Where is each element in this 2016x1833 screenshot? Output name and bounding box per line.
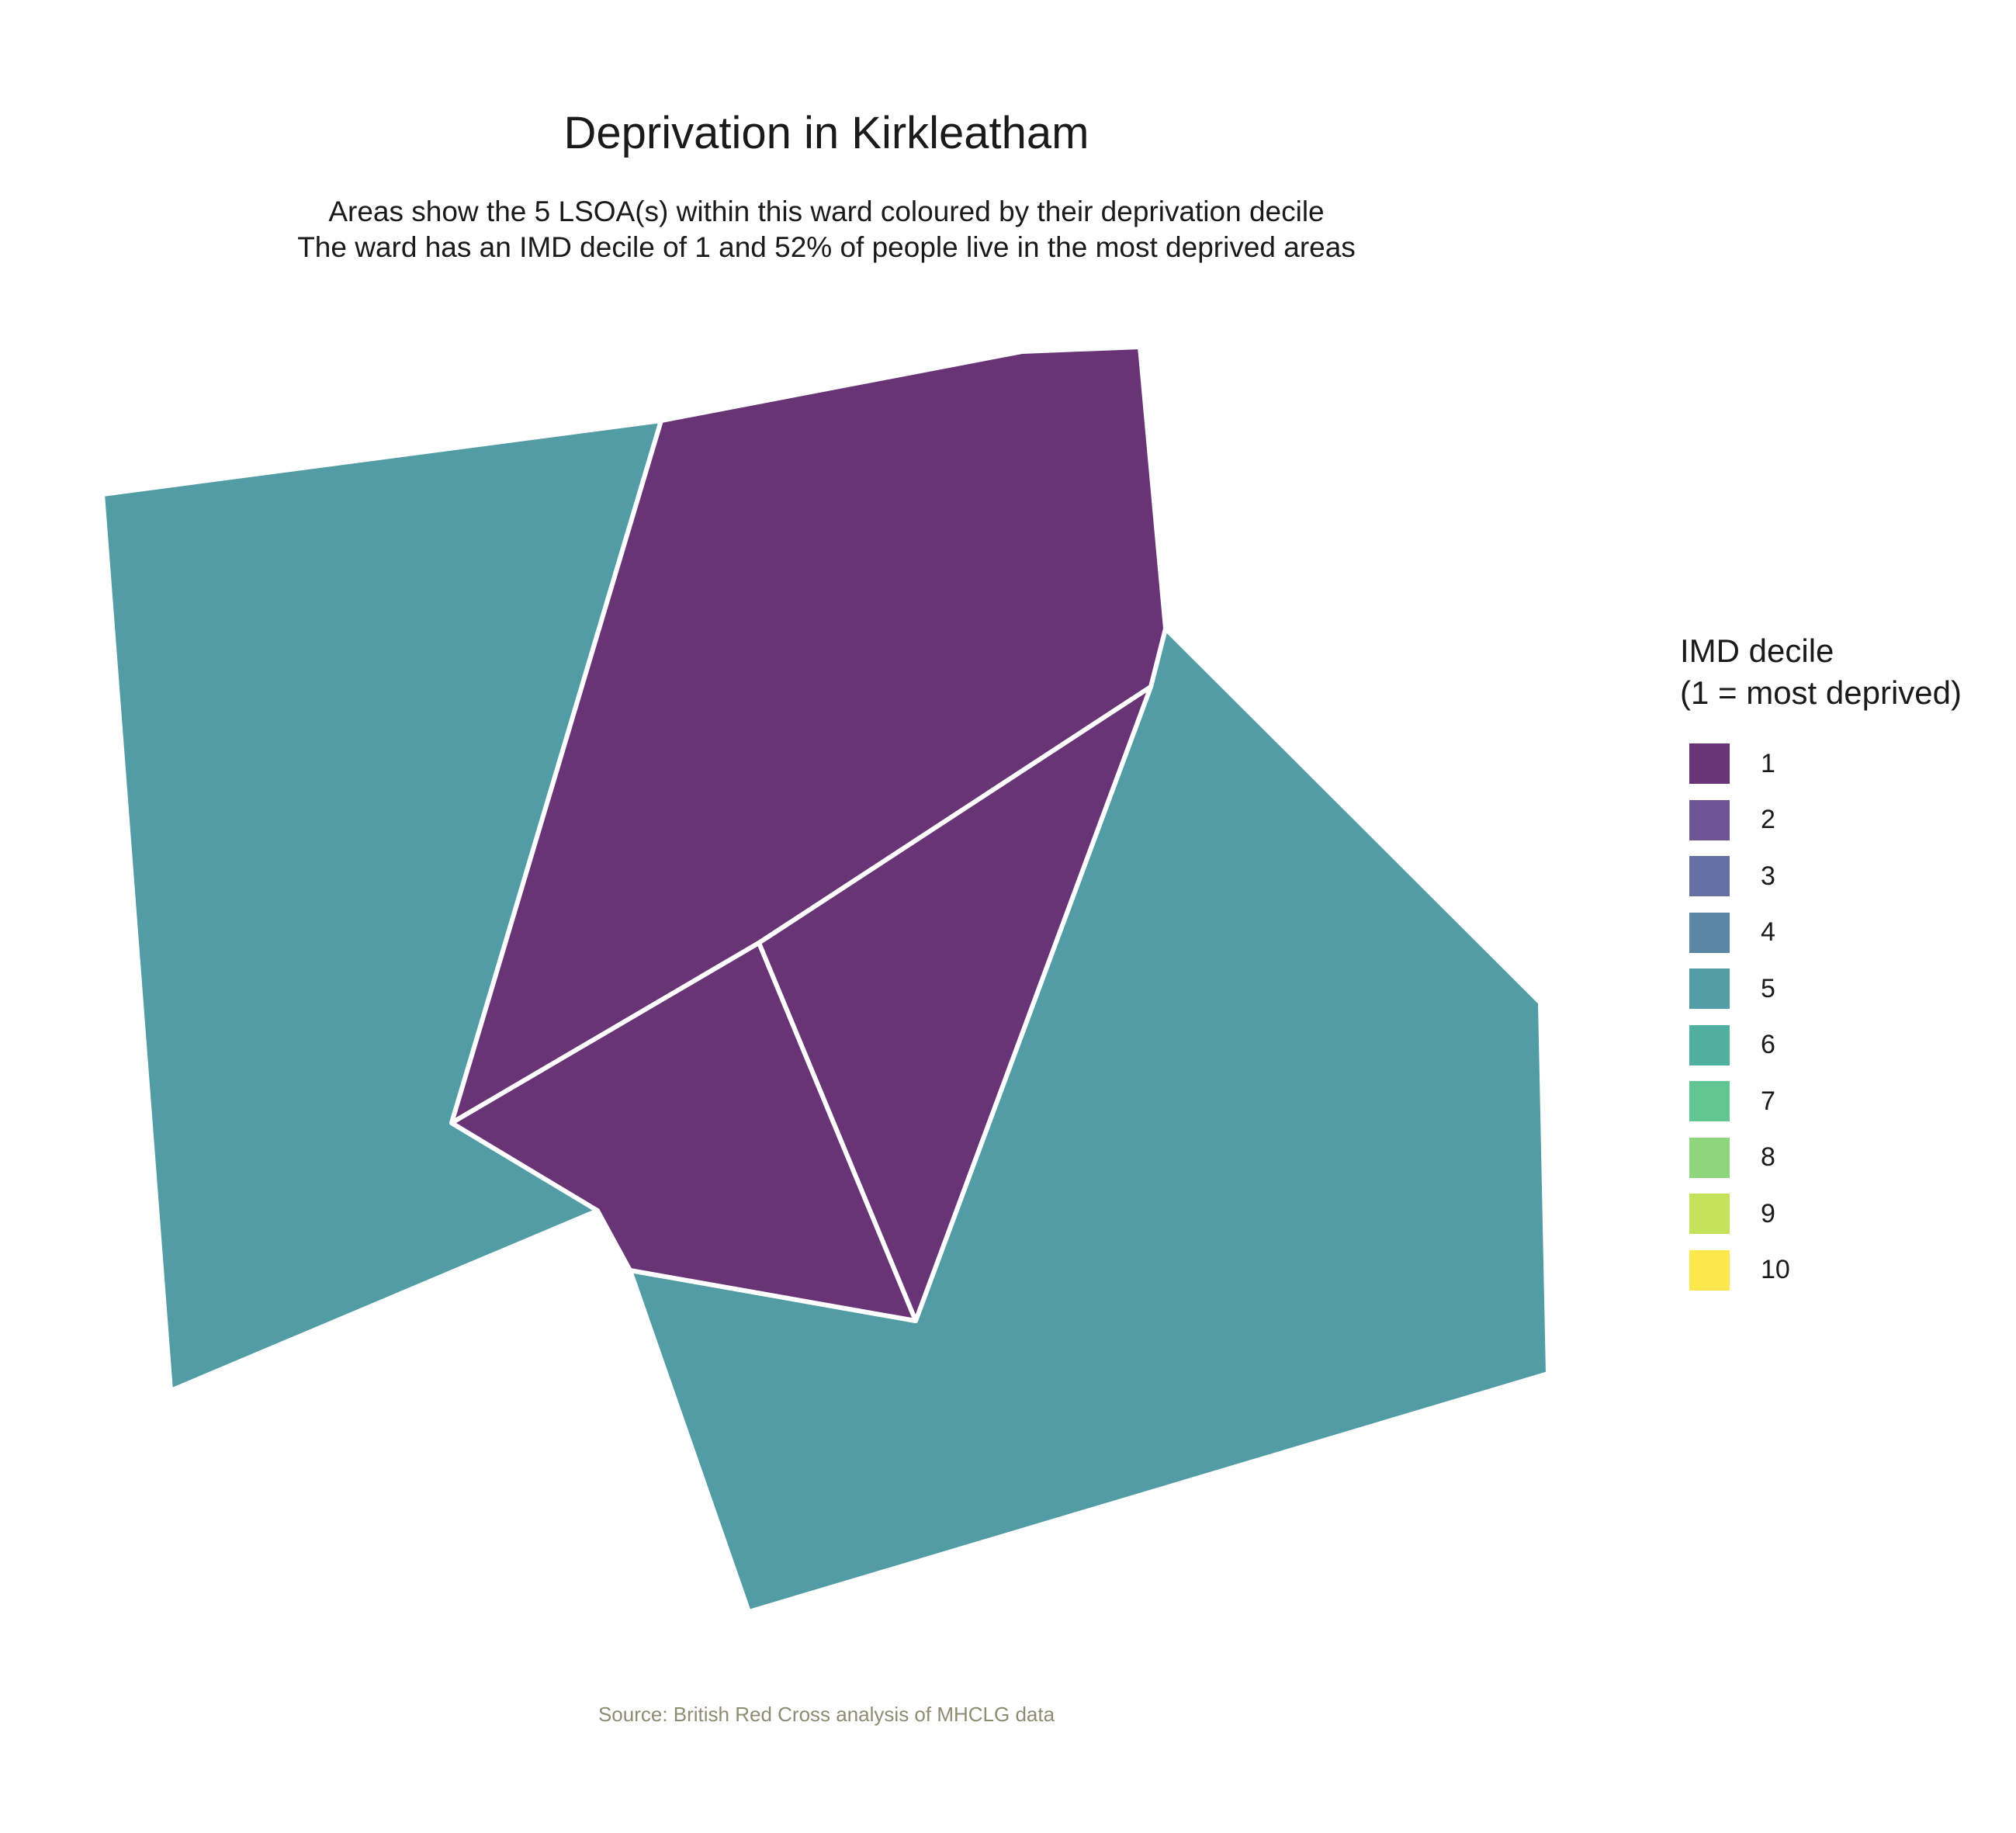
legend-label: 2: [1761, 805, 1775, 835]
legend-label: 7: [1761, 1086, 1775, 1116]
legend-item-5: 5: [1680, 961, 1962, 1017]
legend-swatch: [1689, 1137, 1730, 1178]
map-subtitle-line-2: The ward has an IMD decile of 1 and 52% …: [297, 231, 1356, 263]
legend-label: 9: [1761, 1198, 1775, 1228]
legend-swatch: [1689, 1194, 1730, 1235]
legend: IMD decile (1 = most deprived) 1 2 3 4 5 6 7 8 9…: [1680, 630, 1962, 1298]
legend-swatch: [1689, 912, 1730, 953]
legend-label: 6: [1761, 1030, 1775, 1060]
legend-swatch: [1689, 968, 1730, 1010]
ward-map: [102, 347, 1548, 1612]
source-caption: Source: British Red Cross analysis of MH…: [598, 1703, 1055, 1726]
legend-swatch: [1689, 1249, 1730, 1291]
legend-label: 5: [1761, 973, 1775, 1003]
legend-item-8: 8: [1680, 1130, 1962, 1187]
legend-swatch: [1689, 1024, 1730, 1065]
legend-item-2: 2: [1680, 792, 1962, 849]
legend-item-6: 6: [1680, 1017, 1962, 1074]
legend-swatch: [1689, 856, 1730, 897]
lsoa-south-triangle: [449, 941, 918, 1323]
legend-title-line-1: IMD decile: [1680, 632, 1834, 669]
legend-swatch: [1689, 743, 1730, 785]
legend-item-4: 4: [1680, 905, 1962, 962]
legend-item-1: 1: [1680, 736, 1962, 792]
legend-item-10: 10: [1680, 1242, 1962, 1299]
legend-swatch: [1689, 799, 1730, 840]
legend-label: 1: [1761, 748, 1775, 778]
legend-item-9: 9: [1680, 1186, 1962, 1242]
legend-label: 3: [1761, 861, 1775, 891]
legend-label: 4: [1761, 917, 1775, 948]
legend-item-7: 7: [1680, 1073, 1962, 1130]
map-subtitle-line-1: Areas show the 5 LSOA(s) within this war…: [328, 196, 1325, 227]
legend-title-line-2: (1 = most deprived): [1680, 674, 1962, 711]
map-title: Deprivation in Kirkleatham: [563, 108, 1089, 158]
legend-item-3: 3: [1680, 848, 1962, 905]
legend-label: 8: [1761, 1142, 1775, 1173]
legend-items: 1 2 3 4 5 6 7 8 9 10: [1680, 736, 1962, 1298]
legend-label: 10: [1761, 1255, 1790, 1285]
legend-swatch: [1689, 1081, 1730, 1122]
